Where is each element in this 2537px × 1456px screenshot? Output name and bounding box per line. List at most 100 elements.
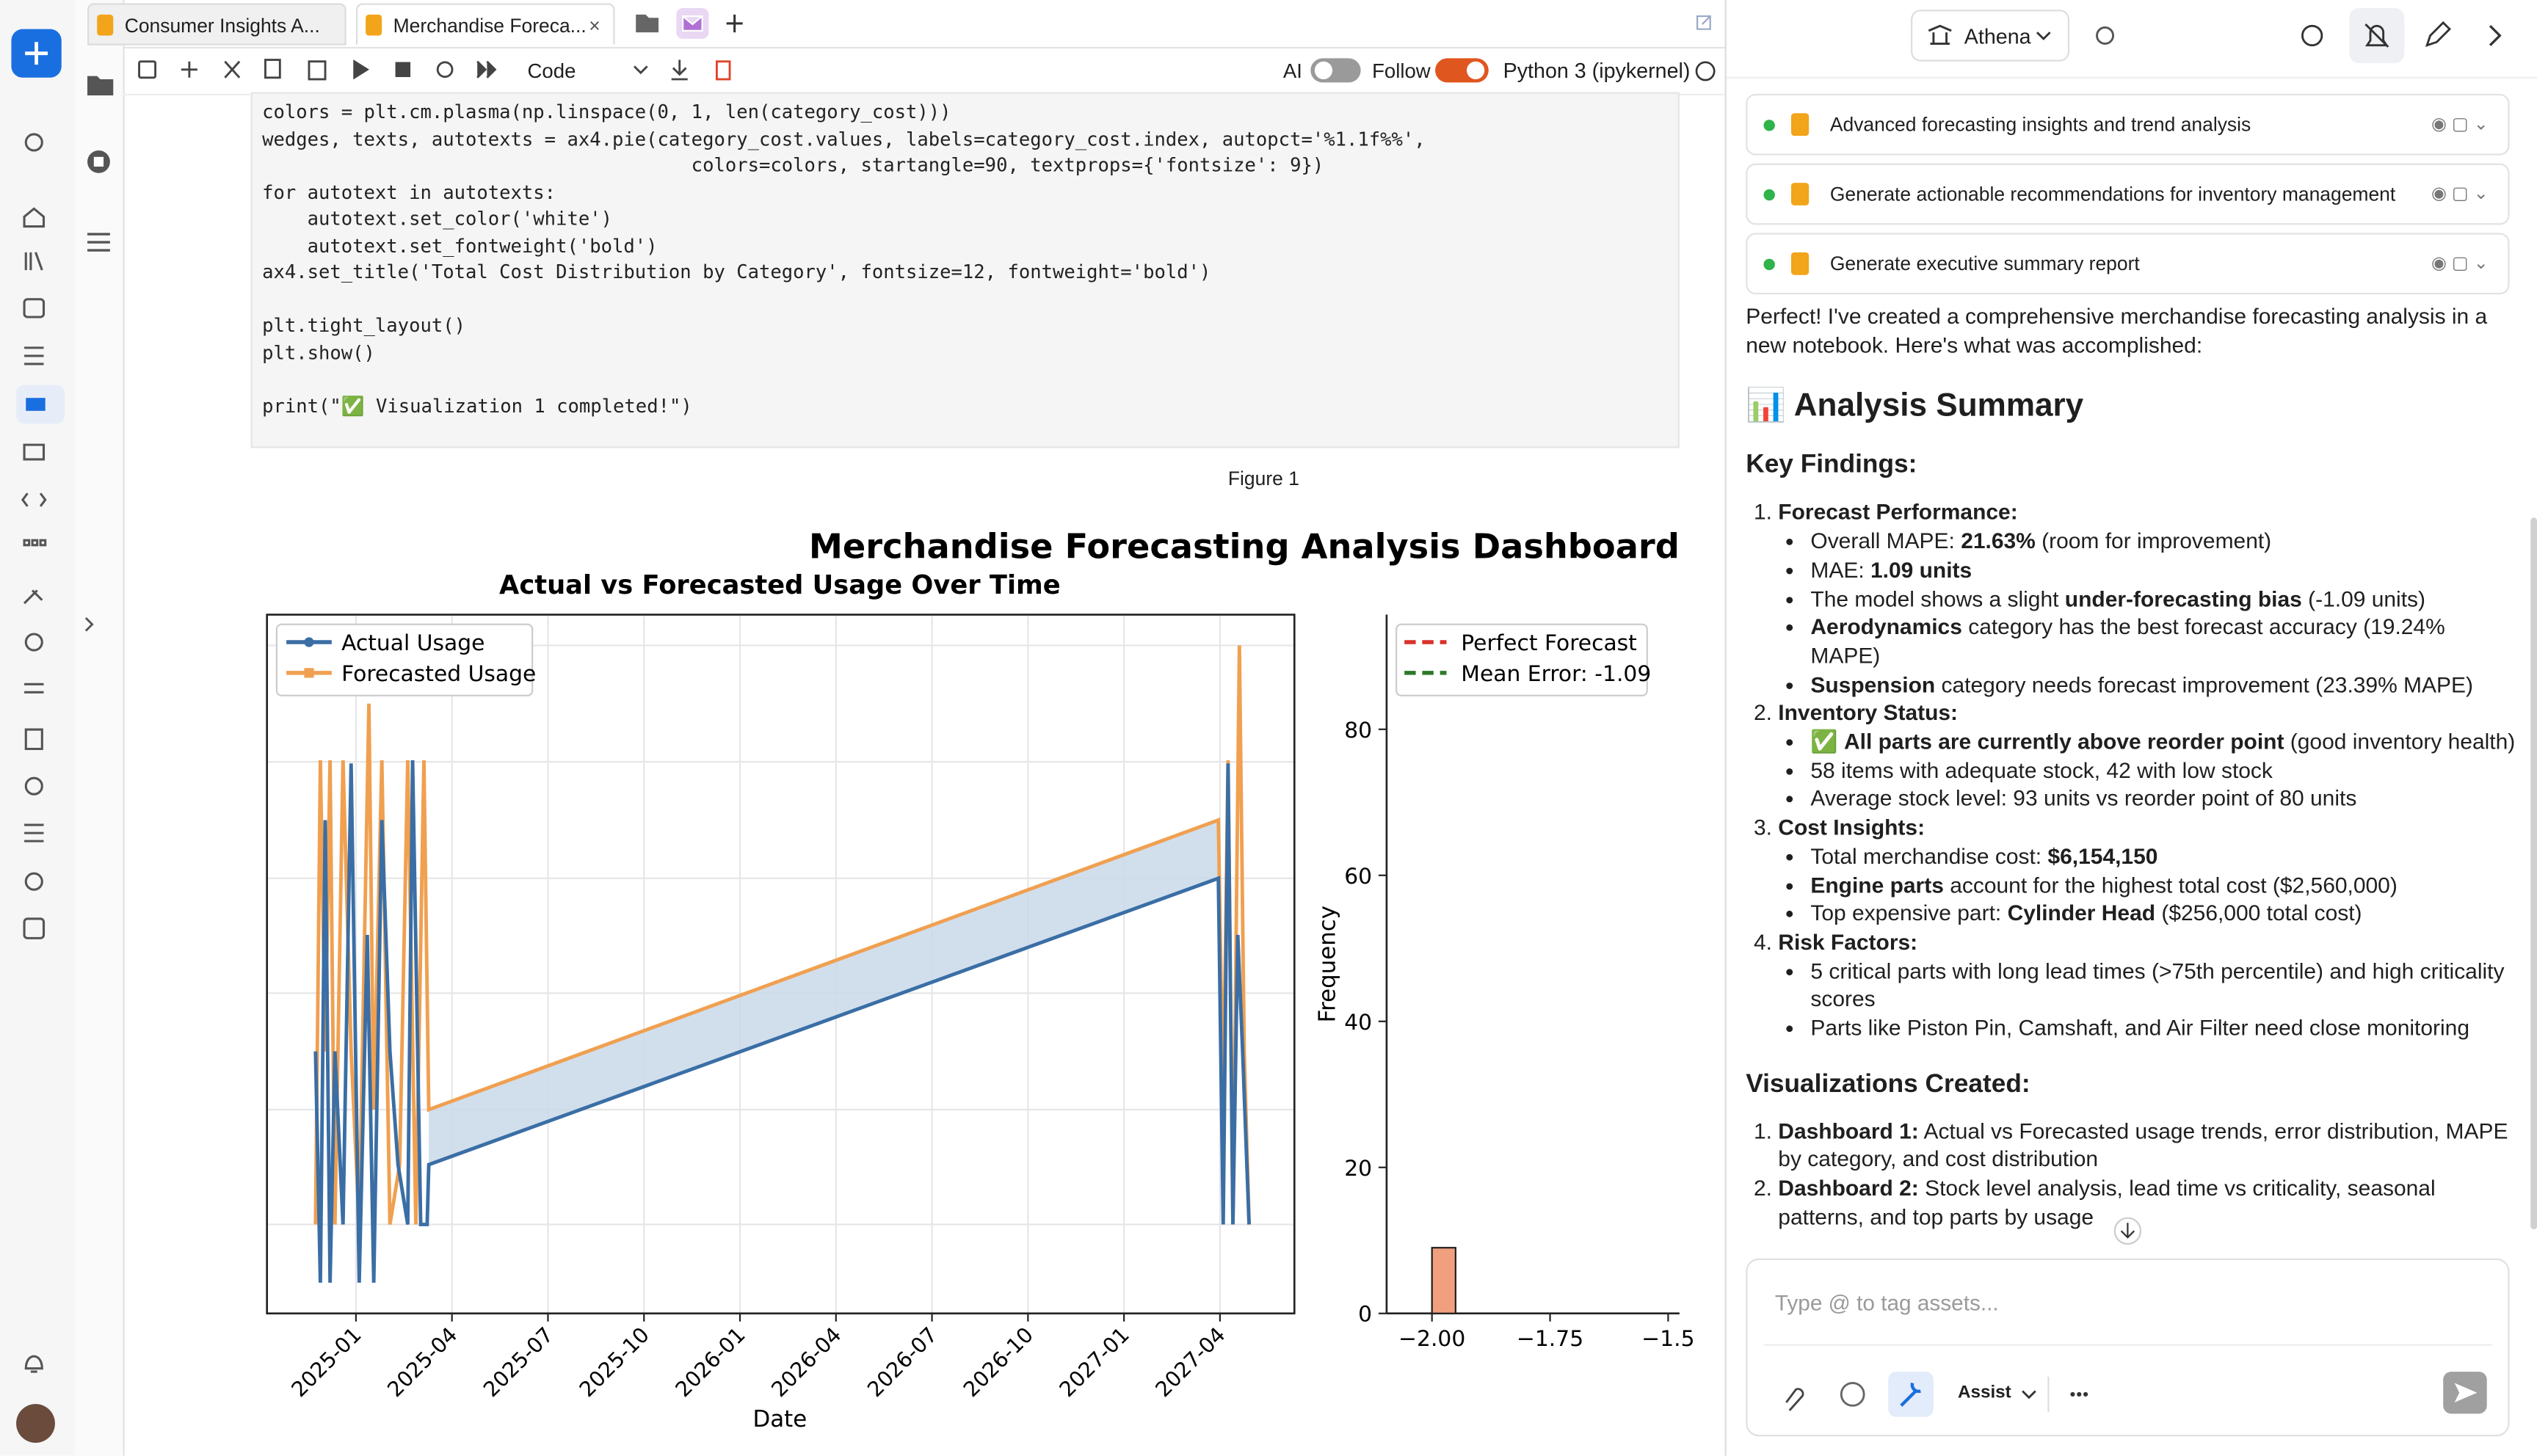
legend-label: Actual Usage (341, 630, 484, 656)
finding: Cost Insights:Total merchandise cost: $6… (1778, 814, 2519, 928)
x-tick-label: 2026-04 (766, 1322, 846, 1402)
chat-input[interactable]: Type @ to tag assets... Assist (1746, 1258, 2510, 1437)
y-axis-label: Frequency (1314, 906, 1340, 1022)
kernel-status (1695, 61, 1716, 81)
close-tab[interactable]: × (589, 14, 600, 37)
edit-button[interactable] (2425, 21, 2452, 47)
input-icons (1785, 1372, 2487, 1417)
agent-selector[interactable]: Athena (1911, 10, 2070, 62)
text: category has the best forecast accuracy … (1810, 615, 2445, 669)
task-actions: ◉ ▢ ⌄ (2431, 114, 2489, 134)
text: (room for improvement) (2035, 528, 2272, 554)
bullet: 58 items with adequate stock, 42 with lo… (1810, 757, 2519, 785)
finding: Risk Factors: 5 critical parts with long … (1778, 928, 2519, 1043)
panel-icons (1726, 8, 2537, 1245)
finding-title: Inventory Status: (1778, 701, 1959, 726)
task-item[interactable]: Advanced forecasting insights and trend … (1746, 93, 2510, 156)
bullets: Total merchandise cost: $6,154,150Engine… (1778, 842, 2519, 928)
legend: Perfect Forecast Mean Error: -1.09 (1395, 623, 1651, 696)
visualization-title: Dashboard 1: (1778, 1118, 1919, 1143)
finding: Forecast Performance: Overall MAPE: 21.63… (1778, 499, 2519, 699)
x-tick-label: −1.75 (1517, 1326, 1583, 1352)
section-heading: Key Findings: (1746, 451, 1917, 480)
error-band (429, 820, 1219, 1165)
finding: Inventory Status:✅ All parts are current… (1778, 699, 2519, 814)
bold-text: Suspension (1810, 672, 1936, 697)
attach-button[interactable] (1785, 1388, 1804, 1411)
task-item[interactable]: Generate executive summary report ◉ ▢ ⌄ (1746, 233, 2510, 295)
text: Average stock level: 93 units vs reorder… (1810, 787, 2357, 812)
collapse-button[interactable] (2489, 25, 2502, 46)
x-tick-label: 2026-10 (958, 1322, 1038, 1402)
bullets: ✅ All parts are currently above reorder … (1778, 728, 2519, 814)
figure: Merchandise Forecasting Analysis Dashboa… (266, 526, 1695, 1433)
cell-type[interactable]: Code (527, 59, 576, 83)
y-tick-label: 80 (1344, 718, 1372, 743)
divider (1763, 1344, 2492, 1346)
x-tick-label: −1.5 (1641, 1326, 1694, 1352)
task-actions: ◉ ▢ ⌄ (2431, 254, 2489, 274)
bullets: 5 critical parts with long lead times (>… (1778, 957, 2519, 1043)
bullet: Suspension category needs forecast impro… (1810, 671, 2519, 699)
bold-text: Engine parts (1810, 873, 1944, 898)
expand-icon[interactable] (1696, 15, 1711, 30)
bold-text: 21.63% (1961, 528, 2036, 554)
file-sidebar (74, 0, 125, 1456)
history-button[interactable] (2301, 24, 2323, 47)
tab-active[interactable]: Merchandise Foreca... × (355, 3, 615, 46)
kernel-name[interactable]: Python 3 (ipykernel) (1503, 58, 1691, 83)
text: category needs forecast improvement (23.… (1935, 672, 2473, 697)
x-tick-label: 2025-01 (286, 1322, 366, 1402)
add-tab[interactable] (726, 14, 743, 33)
x-tick-label: −2.00 (1398, 1326, 1465, 1352)
histogram: Frequency Perfect Forecast Mean Error: -… (1314, 614, 1695, 1352)
figure-title: Merchandise Forecasting Analysis Dashboa… (809, 526, 1680, 566)
folder-button[interactable] (636, 14, 659, 33)
figure-caption: Figure 1 (251, 467, 2277, 490)
plot-title: Actual vs Forecasted Usage Over Time (499, 570, 1061, 600)
file-icon (366, 14, 382, 36)
tab-label: Merchandise Foreca... (393, 14, 587, 37)
finding-title: Cost Insights: (1778, 815, 1926, 840)
task-item[interactable]: Generate actionable recommendations for … (1746, 163, 2510, 225)
toolbar-buttons[interactable] (138, 59, 731, 81)
findings-list: Forecast Performance: Overall MAPE: 21.63… (1746, 499, 2519, 1043)
x-tick-label: 2025-10 (574, 1322, 654, 1402)
text: 5 critical parts with long lead times (>… (1810, 958, 2505, 1012)
plus-icon (25, 42, 48, 65)
sidebar-icons (84, 76, 114, 632)
mode-selector[interactable]: Assist (1957, 1383, 2011, 1402)
tab-icons (97, 8, 1716, 83)
text: The model shows a slight (1810, 586, 2065, 611)
task-status (1763, 120, 1775, 131)
web-button[interactable] (1840, 1382, 1865, 1407)
y-tick-label: 40 (1344, 1010, 1372, 1035)
rail-icons (11, 29, 65, 1444)
visualization-text: Stock level analysis, lead time vs criti… (1778, 1176, 2436, 1229)
scrollbar[interactable] (2530, 517, 2537, 1230)
text: Total merchandise cost: (1810, 844, 2048, 869)
bullet: Top expensive part: Cylinder Head ($256,… (1810, 900, 2519, 928)
x-tick-label: 2025-07 (479, 1322, 559, 1402)
visualization: Dashboard 2: Stock level analysis, lead … (1778, 1175, 2519, 1232)
bold-text: Cylinder Head (2007, 901, 2156, 926)
visualization-title: Dashboard 2: (1778, 1176, 1919, 1201)
text: 58 items with adequate stock, 42 with lo… (1810, 758, 2273, 783)
bold-text: Aerodynamics (1810, 615, 1962, 640)
bullet: MAE: 1.09 units (1810, 556, 2519, 585)
text: Top expensive part: (1810, 901, 2008, 926)
settings-button[interactable] (2096, 26, 2114, 45)
bullet: Total merchandise cost: $6,154,150 (1810, 842, 2519, 871)
x-tick-label: 2026-01 (670, 1322, 750, 1402)
tab[interactable]: Consumer Insights A... (87, 3, 346, 46)
bold-text: $6,154,150 (2047, 844, 2158, 869)
legend-label: Perfect Forecast (1461, 630, 1637, 656)
nav-icons[interactable] (16, 133, 65, 1373)
avatar[interactable] (16, 1404, 55, 1444)
finding-title: Risk Factors: (1778, 930, 1918, 955)
sidebar-buttons[interactable] (84, 76, 114, 632)
histogram-bar (1431, 1247, 1456, 1314)
code-cell[interactable]: colors = plt.cm.plasma(np.linspace(0, 1,… (250, 92, 1680, 448)
bullet: Overall MAPE: 21.63% (room for improveme… (1810, 528, 2519, 556)
text: (good inventory health) (2284, 729, 2516, 754)
